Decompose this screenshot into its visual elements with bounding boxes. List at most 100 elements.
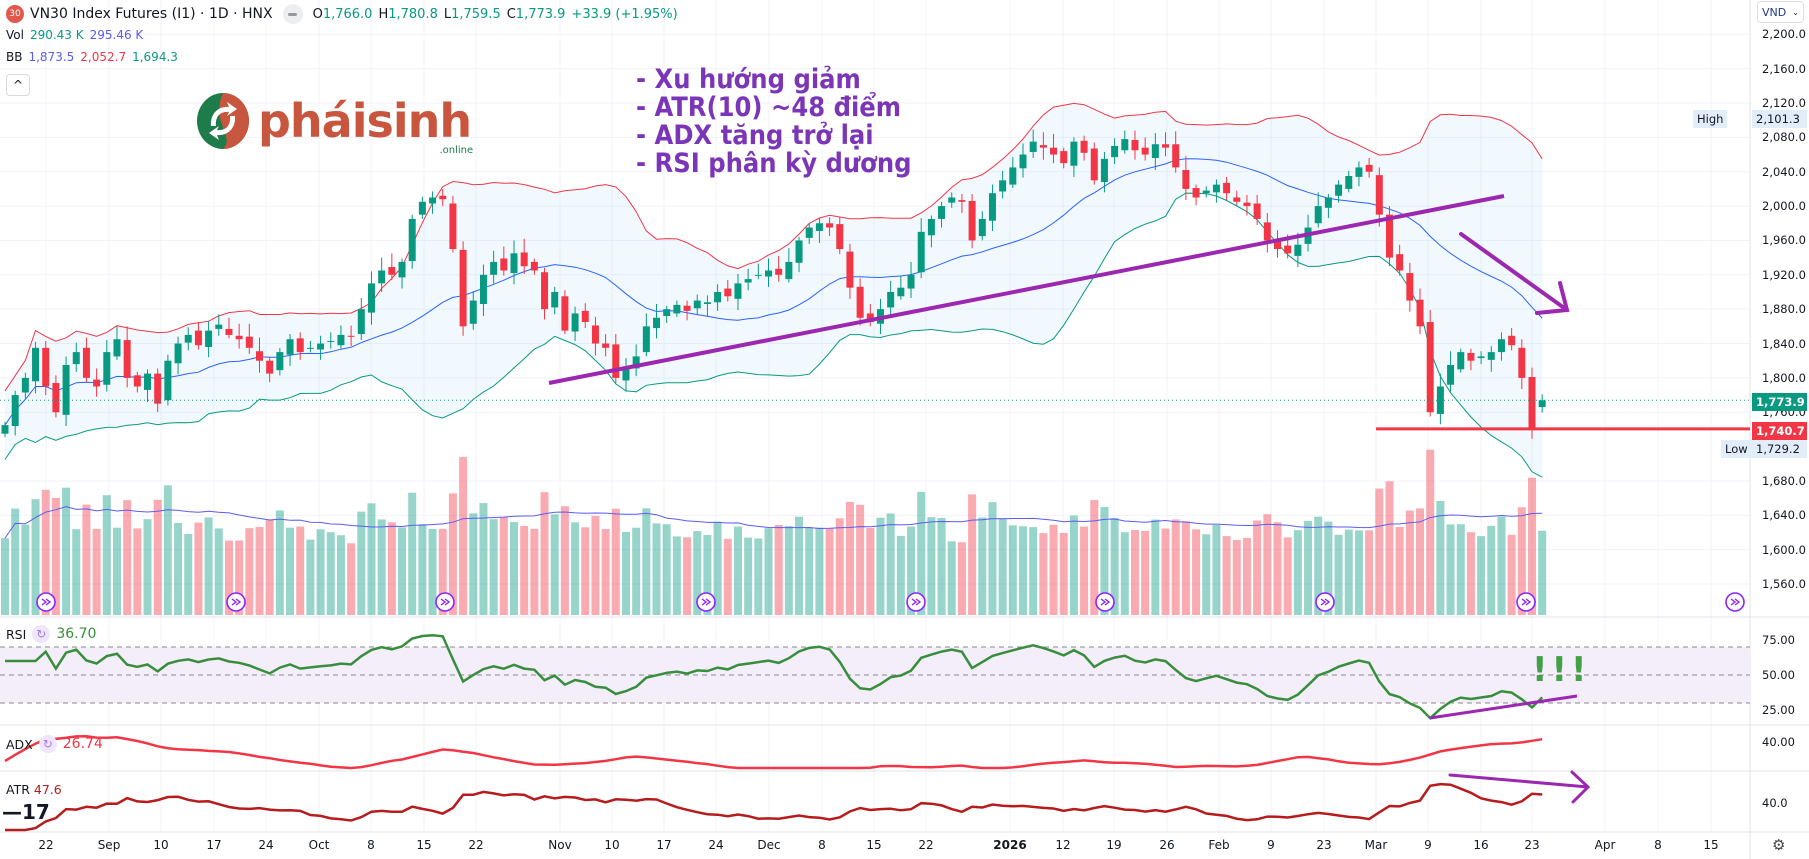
candle-body: [551, 291, 559, 308]
tradingview-logo-icon[interactable]: —17: [2, 800, 50, 824]
close-value: 1,773.9: [515, 6, 566, 22]
event-arrow-icon: [231, 598, 242, 606]
volume-legend[interactable]: Vol 290.43 K 295.46 K: [6, 28, 143, 42]
refresh-icon[interactable]: ↻: [38, 735, 57, 753]
atr-legend[interactable]: ATR 47.6: [6, 782, 62, 797]
candle-body: [795, 240, 803, 263]
volume-bar: [408, 492, 417, 615]
volume-bar: [51, 497, 60, 615]
candle-body: [1253, 203, 1261, 219]
volume-bar: [82, 504, 91, 615]
event-arrow-icon: [1100, 598, 1111, 606]
volume-bar: [1120, 532, 1129, 615]
candle-body: [388, 267, 396, 275]
rsi-legend[interactable]: RSI ↻ 36.70: [6, 625, 96, 643]
hide-legend-icon[interactable]: [282, 4, 303, 24]
event-arrow-icon: [1730, 598, 1741, 606]
candle-body: [836, 224, 844, 250]
volume-bar: [1344, 529, 1353, 615]
candle-body: [1294, 244, 1302, 256]
symbol-badge: 30: [6, 5, 24, 23]
volume-bar: [917, 491, 926, 615]
note-trend: - Xu hướng giảm: [636, 64, 861, 95]
time-tick: 8: [1654, 838, 1662, 852]
volume-bar: [1354, 530, 1363, 615]
candle-body: [663, 309, 671, 317]
volume-bar: [1416, 508, 1425, 615]
volume-bar: [72, 529, 81, 615]
volume-ma-line: [4, 506, 1543, 539]
candle-body: [266, 360, 274, 374]
price-tick: 1,880.0: [1762, 302, 1806, 317]
candle-body: [1396, 254, 1404, 271]
phaisinh-logo: pháisinh .online: [196, 92, 473, 156]
volume-bar: [927, 517, 936, 615]
candle-body: [327, 340, 335, 342]
volume-bar: [896, 535, 905, 615]
volume-bar: [1202, 534, 1211, 615]
time-tick: Sep: [97, 838, 121, 852]
volume-bar: [1181, 521, 1190, 615]
candle-body: [765, 270, 772, 277]
volume-bar: [1029, 527, 1038, 615]
price-tick: 1,640.0: [1762, 508, 1806, 523]
volume-bar: [275, 510, 284, 615]
rsi-pane: [0, 634, 1750, 720]
volume-bar: [184, 533, 193, 615]
time-tick: Oct: [308, 838, 330, 852]
candle-body: [235, 335, 243, 340]
time-tick: Feb: [1208, 838, 1230, 852]
exclamation-annotation[interactable]: !!!: [1532, 650, 1591, 690]
refresh-icon[interactable]: ↻: [32, 625, 51, 643]
currency-select[interactable]: VND ⌄: [1757, 1, 1804, 23]
price-tick: 1,800.0: [1762, 370, 1806, 385]
volume-bar: [1436, 501, 1445, 615]
candle-body: [724, 288, 732, 297]
volume-bar: [459, 456, 468, 615]
candle-body: [490, 261, 498, 275]
symbol-title[interactable]: VN30 Index Futures (I1) · 1D · HNX: [30, 6, 273, 22]
candle-body: [1416, 299, 1424, 327]
bb-legend[interactable]: BB 1,873.5 2,052.7 1,694.3: [6, 50, 178, 64]
low-value: 1,759.5: [451, 6, 501, 22]
drawings[interactable]: [548, 194, 1750, 804]
volume-bar: [978, 517, 987, 615]
event-markers[interactable]: [36, 592, 1745, 612]
volume-bar: [174, 522, 183, 615]
volume-bar: [102, 495, 111, 615]
candle-body: [194, 330, 202, 346]
volume-bar: [1161, 528, 1170, 615]
candle-body: [286, 339, 294, 355]
last-price-tag: 1,773.9: [1752, 393, 1807, 411]
candle-body: [164, 360, 172, 401]
candle-body: [1243, 202, 1251, 207]
volume-bar: [448, 493, 457, 615]
close-label: C: [506, 6, 516, 22]
volume-bar: [652, 523, 661, 615]
support-level-tag: 1,740.7: [1752, 422, 1807, 440]
volume-bar: [693, 531, 702, 615]
volume-bar: [764, 528, 773, 615]
settings-gear-icon[interactable]: ⚙: [1772, 836, 1786, 854]
bollinger-band-fill: [5, 103, 1543, 478]
time-tick: 17: [206, 838, 222, 852]
candle-body: [683, 305, 691, 311]
volume-bar: [194, 522, 203, 615]
volume-bar: [1263, 514, 1272, 615]
volume-bar: [1375, 488, 1384, 615]
candle-body: [1029, 141, 1037, 152]
volume-bar: [1059, 532, 1068, 615]
volume-bar: [1141, 530, 1150, 615]
time-tick: 8: [367, 838, 375, 852]
volume-bar: [1314, 516, 1323, 615]
candle-body: [1009, 167, 1017, 185]
collapse-legend-button[interactable]: ^: [6, 74, 30, 96]
time-tick: 23: [1524, 838, 1540, 852]
candle-body: [1050, 147, 1058, 155]
volume-bar: [957, 542, 966, 615]
analysis-notes[interactable]: - Xu hướng giảm - ATR(10) ~48 điểm - ADX…: [636, 66, 912, 178]
adx-legend[interactable]: ADX ↻ 26.74: [6, 735, 103, 753]
volume-bar: [265, 519, 274, 615]
